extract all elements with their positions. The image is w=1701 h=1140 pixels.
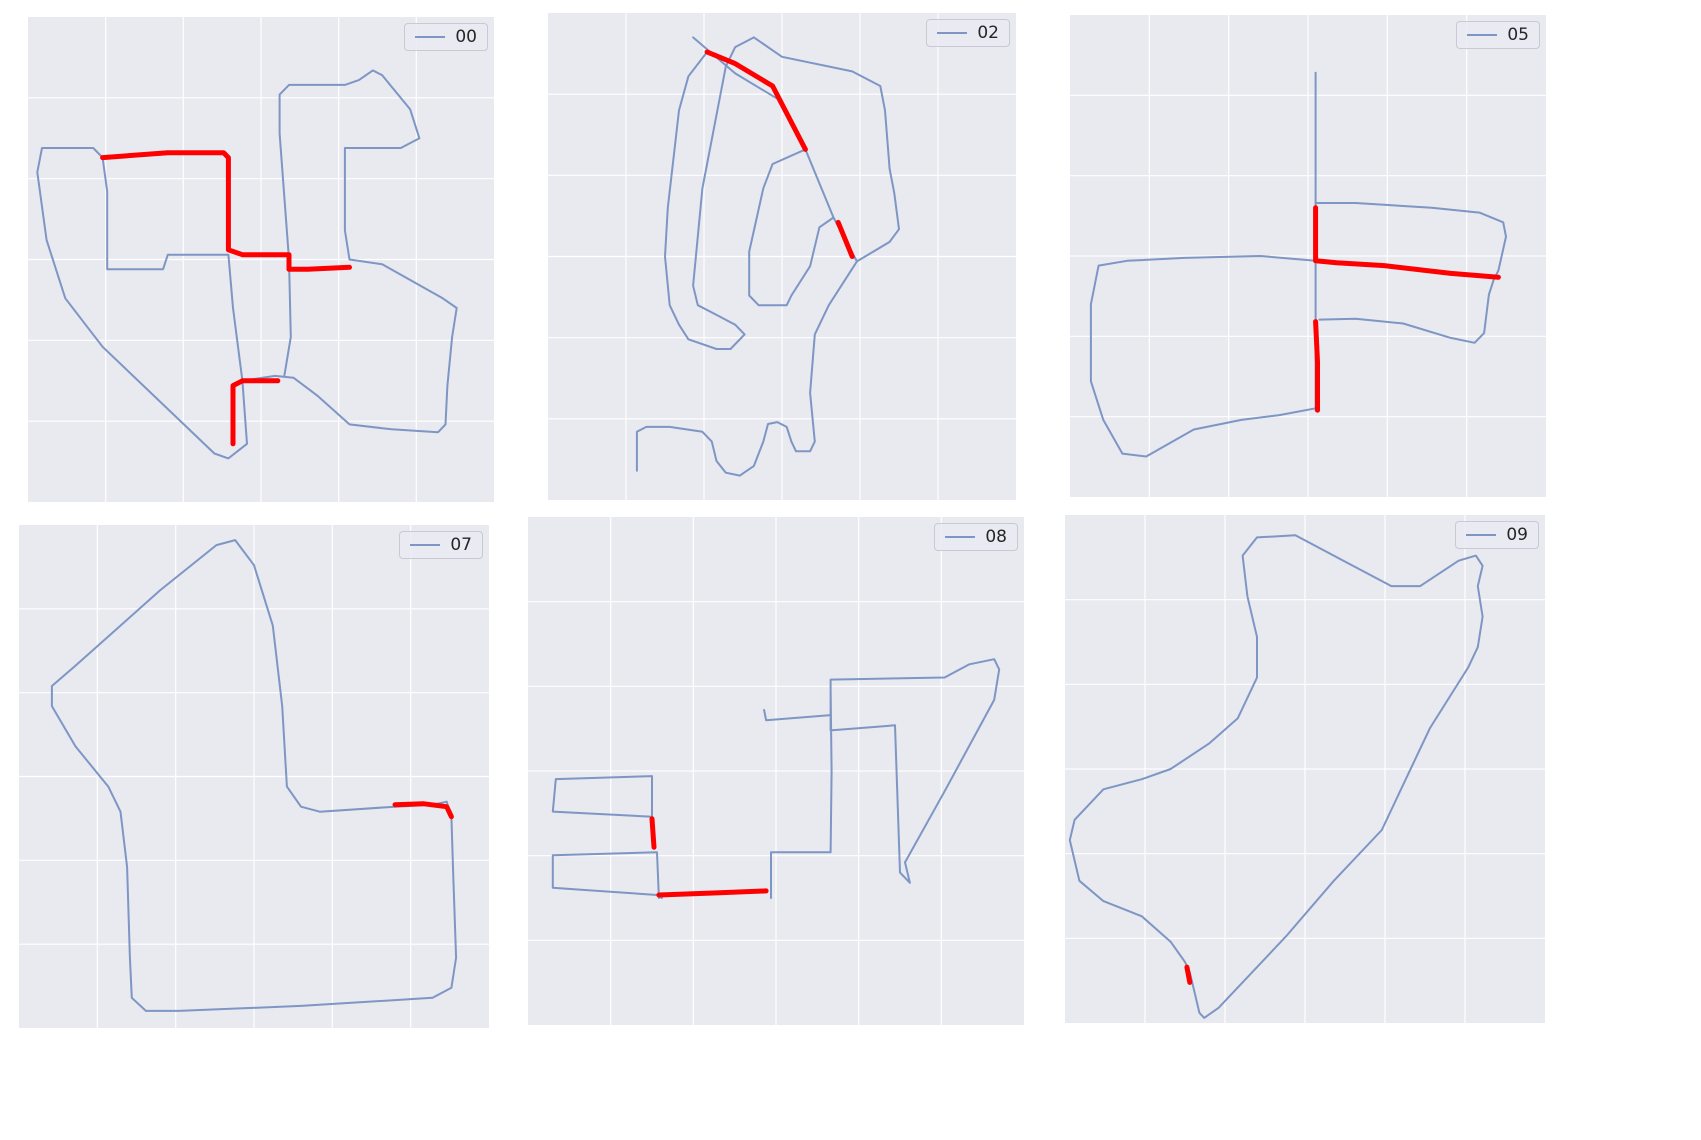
highlight-segment-05-1 bbox=[1313, 319, 1320, 413]
legend-swatch-02 bbox=[937, 32, 968, 34]
chart-panel-07: 07 bbox=[19, 525, 489, 1028]
legend-label-08: 08 bbox=[985, 527, 1007, 547]
legend-swatch-07 bbox=[410, 544, 441, 546]
legend-label-07: 07 bbox=[450, 535, 472, 555]
highlight-segment-00-1 bbox=[286, 264, 352, 272]
legend-swatch-08 bbox=[945, 536, 976, 538]
legend-label-05: 05 bbox=[1507, 25, 1529, 45]
highlight-segment-05-0 bbox=[1313, 205, 1501, 280]
trajectory-line-05-2 bbox=[1089, 255, 1317, 458]
legend-label-09: 09 bbox=[1506, 525, 1528, 545]
trajectory-line-00-1 bbox=[101, 156, 244, 382]
highlight-segment-00-2 bbox=[230, 378, 281, 447]
highlight-segment-00-0 bbox=[100, 150, 292, 272]
chart-panel-05: 05 bbox=[1070, 15, 1546, 497]
legend-swatch-00 bbox=[415, 36, 446, 38]
chart-panel-02: 02 bbox=[548, 13, 1016, 500]
legend-05: 05 bbox=[1456, 21, 1540, 49]
highlight-segment-02-1 bbox=[835, 219, 855, 259]
chart-plot-08 bbox=[528, 517, 1024, 1025]
highlight-segment-02-0 bbox=[704, 49, 808, 152]
legend-08: 08 bbox=[934, 523, 1018, 551]
trajectory-line-05-1 bbox=[1314, 202, 1507, 344]
trajectory-line-09-0 bbox=[1068, 534, 1484, 1019]
legend-swatch-09 bbox=[1466, 534, 1497, 536]
legend-label-00: 00 bbox=[455, 27, 477, 47]
legend-02: 02 bbox=[926, 19, 1010, 47]
highlight-segment-08-1 bbox=[656, 888, 769, 898]
chart-plot-09 bbox=[1065, 515, 1545, 1023]
chart-plot-07 bbox=[19, 525, 489, 1028]
trajectory-line-08-0 bbox=[551, 851, 663, 899]
legend-07: 07 bbox=[399, 531, 483, 559]
trajectory-line-02-1 bbox=[635, 260, 858, 477]
legend-00: 00 bbox=[404, 23, 488, 51]
trajectory-line-07-0 bbox=[50, 539, 458, 1012]
chart-panel-09: 09 bbox=[1065, 515, 1545, 1023]
trajectory-line-02-0 bbox=[664, 36, 900, 350]
chart-plot-02 bbox=[548, 13, 1016, 500]
legend-09: 09 bbox=[1455, 521, 1539, 549]
highlight-segment-09-0 bbox=[1184, 964, 1193, 985]
trajectory-line-02-2 bbox=[748, 148, 835, 307]
chart-plot-05 bbox=[1070, 15, 1546, 497]
highlight-segment-07-0 bbox=[392, 801, 454, 820]
legend-swatch-05 bbox=[1467, 34, 1498, 36]
trajectory-line-08-1 bbox=[551, 775, 653, 818]
chart-plot-00 bbox=[28, 17, 494, 502]
trajectory-line-08-2 bbox=[763, 658, 1001, 899]
chart-panel-00: 00 bbox=[28, 17, 494, 502]
trajectory-line-00-0 bbox=[36, 69, 458, 460]
chart-panel-08: 08 bbox=[528, 517, 1024, 1025]
legend-label-02: 02 bbox=[977, 23, 999, 43]
highlight-segment-08-0 bbox=[649, 816, 657, 850]
